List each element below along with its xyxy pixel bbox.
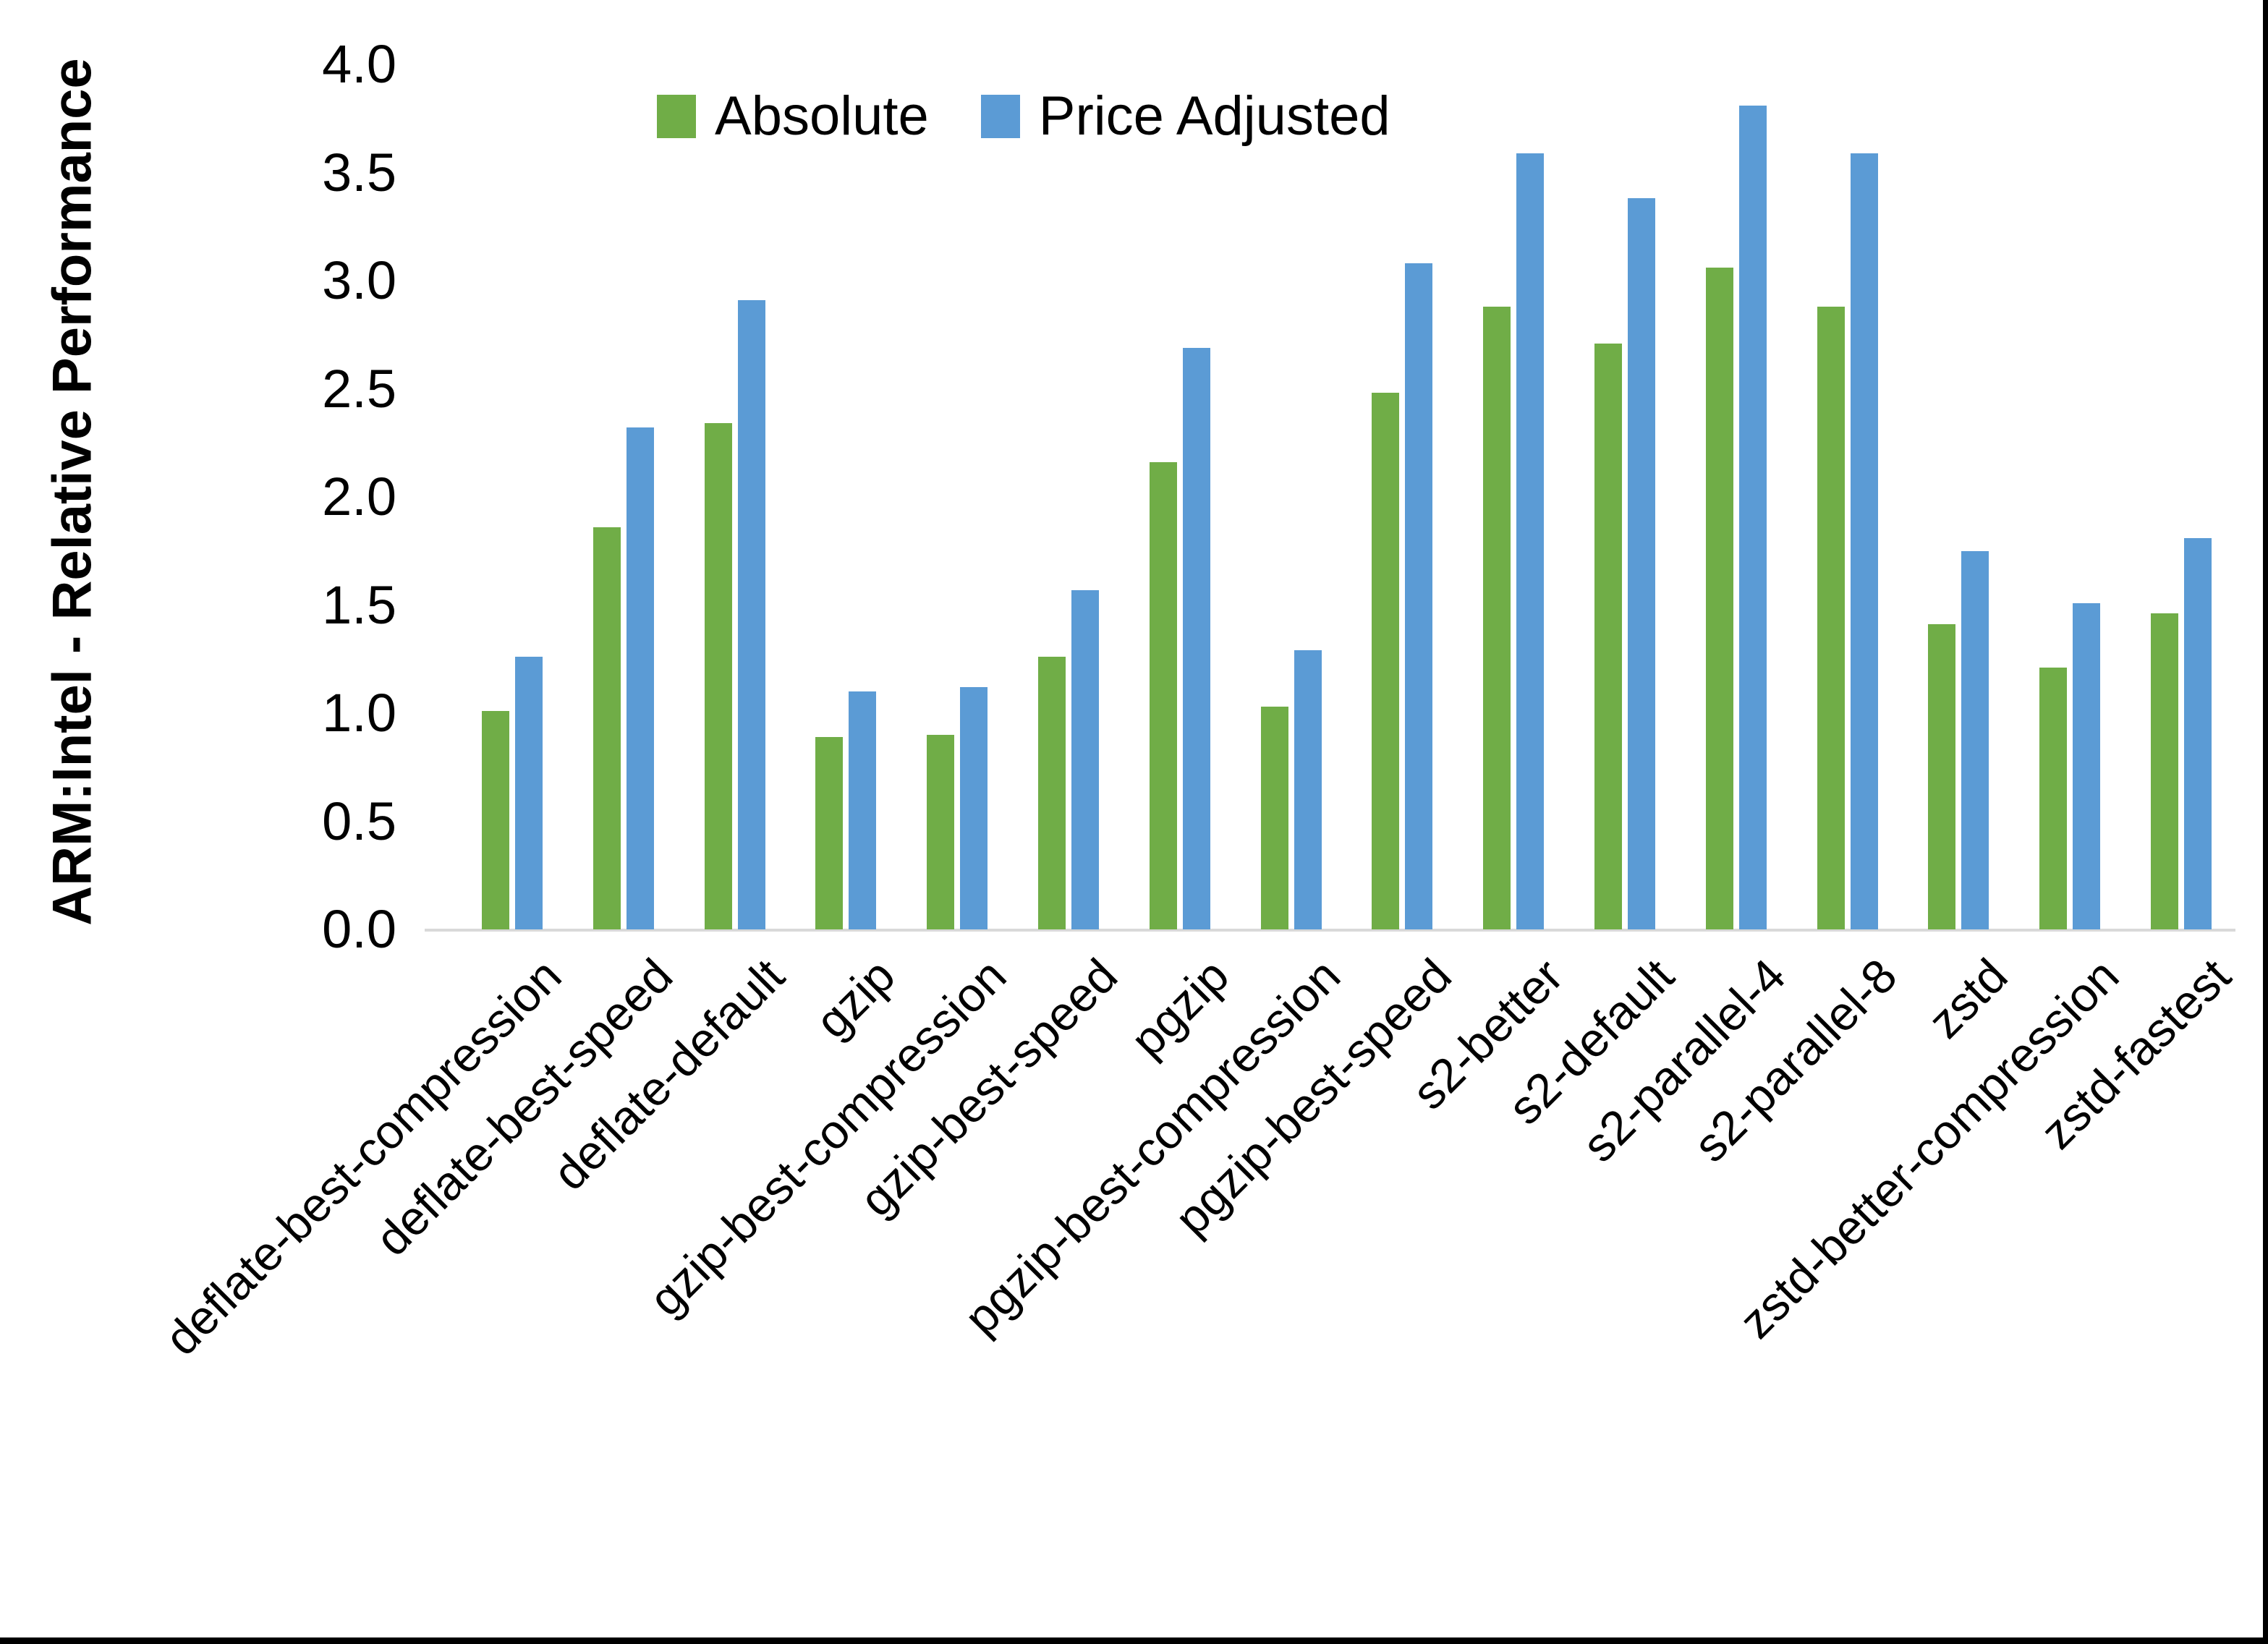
legend-label: Absolute: [715, 85, 929, 147]
frame-right-border: [2263, 0, 2268, 1644]
bar-absolute-deflate-default: [705, 423, 732, 929]
bar-price-adjusted-gzip-best-compression: [960, 687, 988, 929]
frame-bottom-border: [0, 1637, 2268, 1644]
bar-price-adjusted-deflate-best-speed: [627, 427, 654, 929]
y-axis-title: ARM:Intel - Relative Performance: [41, 58, 103, 926]
bar-absolute-deflate-best-speed: [593, 527, 621, 929]
legend-swatch-absolute: [657, 95, 696, 138]
bar-absolute-pgzip: [1150, 462, 1177, 929]
x-axis-line: [425, 929, 2235, 932]
x-category-label: gzip: [804, 948, 905, 1049]
y-tick-label: 1.0: [322, 683, 396, 743]
y-tick-label: 0.5: [322, 791, 396, 851]
bar-price-adjusted-gzip: [849, 691, 876, 929]
legend-swatch-price-adjusted: [980, 95, 1020, 138]
legend-item-absolute: Absolute: [657, 85, 929, 148]
bar-price-adjusted-zstd-better-compression: [2073, 603, 2100, 929]
y-tick-label: 2.5: [322, 358, 396, 419]
bar-price-adjusted-deflate-default: [738, 300, 765, 929]
legend: Absolute Price Adjusted: [657, 85, 1443, 148]
y-tick-label: 3.0: [322, 250, 396, 310]
bar-price-adjusted-pgzip: [1183, 348, 1210, 929]
bar-absolute-zstd: [1928, 624, 1955, 929]
bar-absolute-s2-default: [1594, 344, 1622, 929]
bar-absolute-pgzip-best-speed: [1372, 393, 1399, 929]
y-tick-label: 0.0: [322, 899, 396, 959]
bar-absolute-gzip-best-speed: [1038, 657, 1066, 929]
bar-absolute-s2-parallel-8: [1817, 307, 1845, 929]
bar-absolute-s2-better: [1483, 307, 1511, 929]
bar-price-adjusted-s2-parallel-8: [1851, 153, 1878, 929]
bar-absolute-s2-parallel-4: [1706, 268, 1733, 929]
y-tick-label: 4.0: [322, 34, 396, 94]
y-tick-label: 2.0: [322, 467, 396, 527]
x-category-label: zstd: [1917, 948, 2018, 1049]
bar-price-adjusted-pgzip-best-speed: [1405, 263, 1432, 929]
bar-price-adjusted-zstd: [1961, 551, 1989, 929]
bar-price-adjusted-s2-better: [1516, 153, 1544, 929]
bar-price-adjusted-gzip-best-speed: [1071, 590, 1099, 929]
bar-absolute-deflate-best-compression: [482, 711, 509, 929]
bar-price-adjusted-s2-parallel-4: [1739, 106, 1767, 929]
bar-absolute-zstd-fastest: [2151, 613, 2178, 929]
bar-absolute-gzip: [815, 737, 843, 929]
y-tick-label: 3.5: [322, 142, 396, 203]
bar-price-adjusted-deflate-best-compression: [515, 657, 543, 929]
bar-price-adjusted-s2-default: [1628, 198, 1655, 929]
legend-label: Price Adjusted: [1038, 85, 1390, 147]
legend-item-price-adjusted: Price Adjusted: [980, 85, 1390, 148]
bar-absolute-pgzip-best-compression: [1261, 707, 1288, 929]
bar-absolute-zstd-better-compression: [2039, 668, 2067, 929]
y-tick-label: 1.5: [322, 574, 396, 635]
bar-absolute-gzip-best-compression: [927, 735, 954, 929]
bar-price-adjusted-pgzip-best-compression: [1294, 650, 1322, 929]
bar-price-adjusted-zstd-fastest: [2184, 538, 2212, 929]
